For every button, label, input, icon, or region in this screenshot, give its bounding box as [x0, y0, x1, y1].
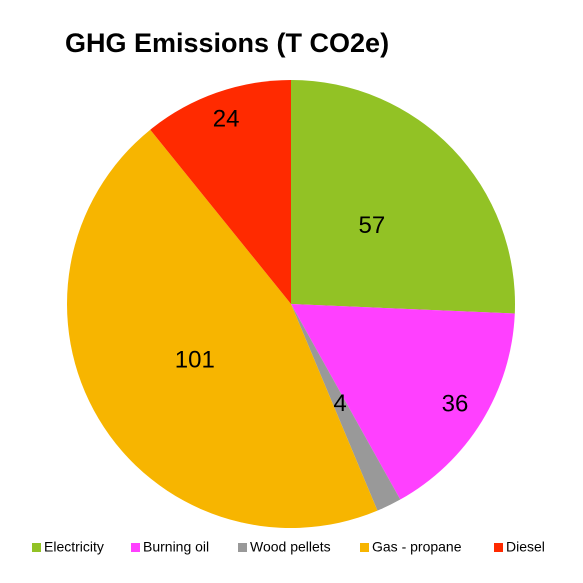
legend-swatch: [238, 543, 247, 552]
chart-title: GHG Emissions (T CO2e): [65, 28, 389, 58]
legend-label: Burning oil: [143, 539, 209, 555]
legend-swatch: [32, 543, 41, 552]
value-label: 24: [213, 106, 240, 133]
legend-swatch: [360, 543, 369, 552]
legend-swatch: [131, 543, 140, 552]
value-label: 101: [175, 347, 215, 374]
pie-slice: [150, 80, 291, 304]
legend-swatch: [494, 543, 503, 552]
pie-slice: [291, 304, 401, 511]
legend-label: Wood pellets: [250, 539, 331, 555]
pie-slice: [291, 304, 515, 500]
pie-slice: [66, 129, 378, 529]
legend-label: Diesel: [506, 539, 545, 555]
legend-label: Gas - propane: [372, 539, 462, 555]
pie-slice: [291, 80, 515, 314]
value-label: 36: [442, 390, 469, 417]
legend-label: Electricity: [44, 539, 104, 555]
value-label: 57: [359, 212, 386, 239]
value-label: 4: [333, 390, 346, 417]
